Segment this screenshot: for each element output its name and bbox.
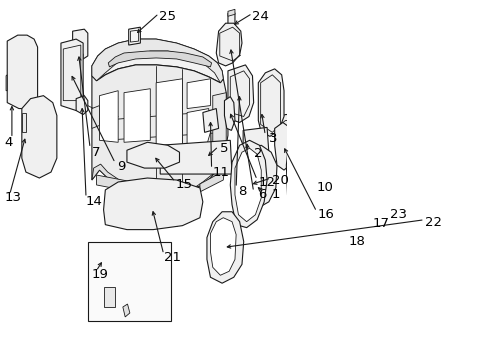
Polygon shape bbox=[73, 29, 88, 59]
Polygon shape bbox=[7, 35, 38, 109]
Polygon shape bbox=[235, 148, 261, 222]
Text: 19: 19 bbox=[92, 268, 108, 281]
Circle shape bbox=[119, 277, 123, 285]
Text: 6: 6 bbox=[258, 188, 266, 201]
Polygon shape bbox=[76, 96, 88, 114]
Text: 5: 5 bbox=[220, 142, 228, 155]
Polygon shape bbox=[156, 79, 182, 150]
Polygon shape bbox=[103, 178, 203, 230]
Polygon shape bbox=[124, 89, 150, 142]
Polygon shape bbox=[92, 65, 227, 195]
Text: 1: 1 bbox=[271, 188, 279, 201]
Polygon shape bbox=[61, 39, 83, 111]
Polygon shape bbox=[216, 23, 242, 66]
Polygon shape bbox=[329, 138, 358, 198]
Polygon shape bbox=[258, 69, 284, 136]
Polygon shape bbox=[245, 145, 276, 208]
Text: 10: 10 bbox=[316, 181, 333, 194]
Text: 7: 7 bbox=[92, 146, 100, 159]
Polygon shape bbox=[99, 91, 118, 142]
Polygon shape bbox=[290, 208, 305, 238]
Text: 14: 14 bbox=[86, 195, 103, 208]
Text: 9: 9 bbox=[117, 159, 125, 172]
Circle shape bbox=[278, 135, 289, 155]
Polygon shape bbox=[227, 11, 235, 43]
Text: 12: 12 bbox=[258, 176, 275, 189]
Text: 13: 13 bbox=[4, 192, 21, 204]
Text: 4: 4 bbox=[4, 136, 13, 149]
Polygon shape bbox=[127, 142, 179, 168]
Polygon shape bbox=[331, 142, 353, 193]
Polygon shape bbox=[92, 164, 133, 192]
Polygon shape bbox=[227, 9, 235, 16]
Text: 17: 17 bbox=[372, 217, 389, 230]
Polygon shape bbox=[160, 140, 232, 174]
Polygon shape bbox=[210, 218, 236, 275]
Text: 2: 2 bbox=[253, 147, 262, 160]
Polygon shape bbox=[230, 140, 266, 228]
Text: 16: 16 bbox=[317, 208, 334, 221]
Polygon shape bbox=[206, 212, 243, 283]
Polygon shape bbox=[243, 127, 268, 152]
Polygon shape bbox=[194, 145, 226, 188]
Text: 21: 21 bbox=[163, 251, 181, 264]
Polygon shape bbox=[187, 109, 210, 150]
Polygon shape bbox=[6, 75, 7, 91]
Circle shape bbox=[294, 216, 301, 228]
Text: 3: 3 bbox=[268, 132, 277, 145]
Text: 22: 22 bbox=[425, 216, 442, 229]
Text: 8: 8 bbox=[237, 185, 246, 198]
Polygon shape bbox=[103, 287, 115, 307]
Text: 23: 23 bbox=[389, 208, 407, 221]
Polygon shape bbox=[212, 93, 226, 150]
Text: 11: 11 bbox=[212, 166, 229, 179]
Polygon shape bbox=[224, 96, 235, 130]
Polygon shape bbox=[22, 113, 26, 132]
Polygon shape bbox=[227, 65, 253, 122]
Text: 24: 24 bbox=[252, 10, 269, 23]
Polygon shape bbox=[286, 135, 307, 220]
Text: 15: 15 bbox=[175, 179, 192, 192]
Polygon shape bbox=[96, 175, 133, 192]
Polygon shape bbox=[200, 170, 224, 192]
Polygon shape bbox=[92, 105, 99, 129]
Polygon shape bbox=[203, 109, 218, 132]
Polygon shape bbox=[122, 304, 130, 317]
Circle shape bbox=[278, 114, 294, 142]
Polygon shape bbox=[92, 39, 223, 83]
Circle shape bbox=[110, 264, 131, 299]
Circle shape bbox=[143, 294, 149, 304]
Text: 20: 20 bbox=[272, 175, 288, 188]
Polygon shape bbox=[274, 122, 293, 170]
Polygon shape bbox=[77, 54, 83, 59]
Text: 18: 18 bbox=[347, 235, 365, 248]
Polygon shape bbox=[22, 96, 57, 178]
Text: 25: 25 bbox=[159, 10, 176, 23]
Polygon shape bbox=[187, 79, 210, 109]
Polygon shape bbox=[108, 51, 211, 67]
Polygon shape bbox=[128, 27, 140, 45]
Polygon shape bbox=[92, 39, 223, 83]
Bar bbox=[88, 242, 170, 321]
